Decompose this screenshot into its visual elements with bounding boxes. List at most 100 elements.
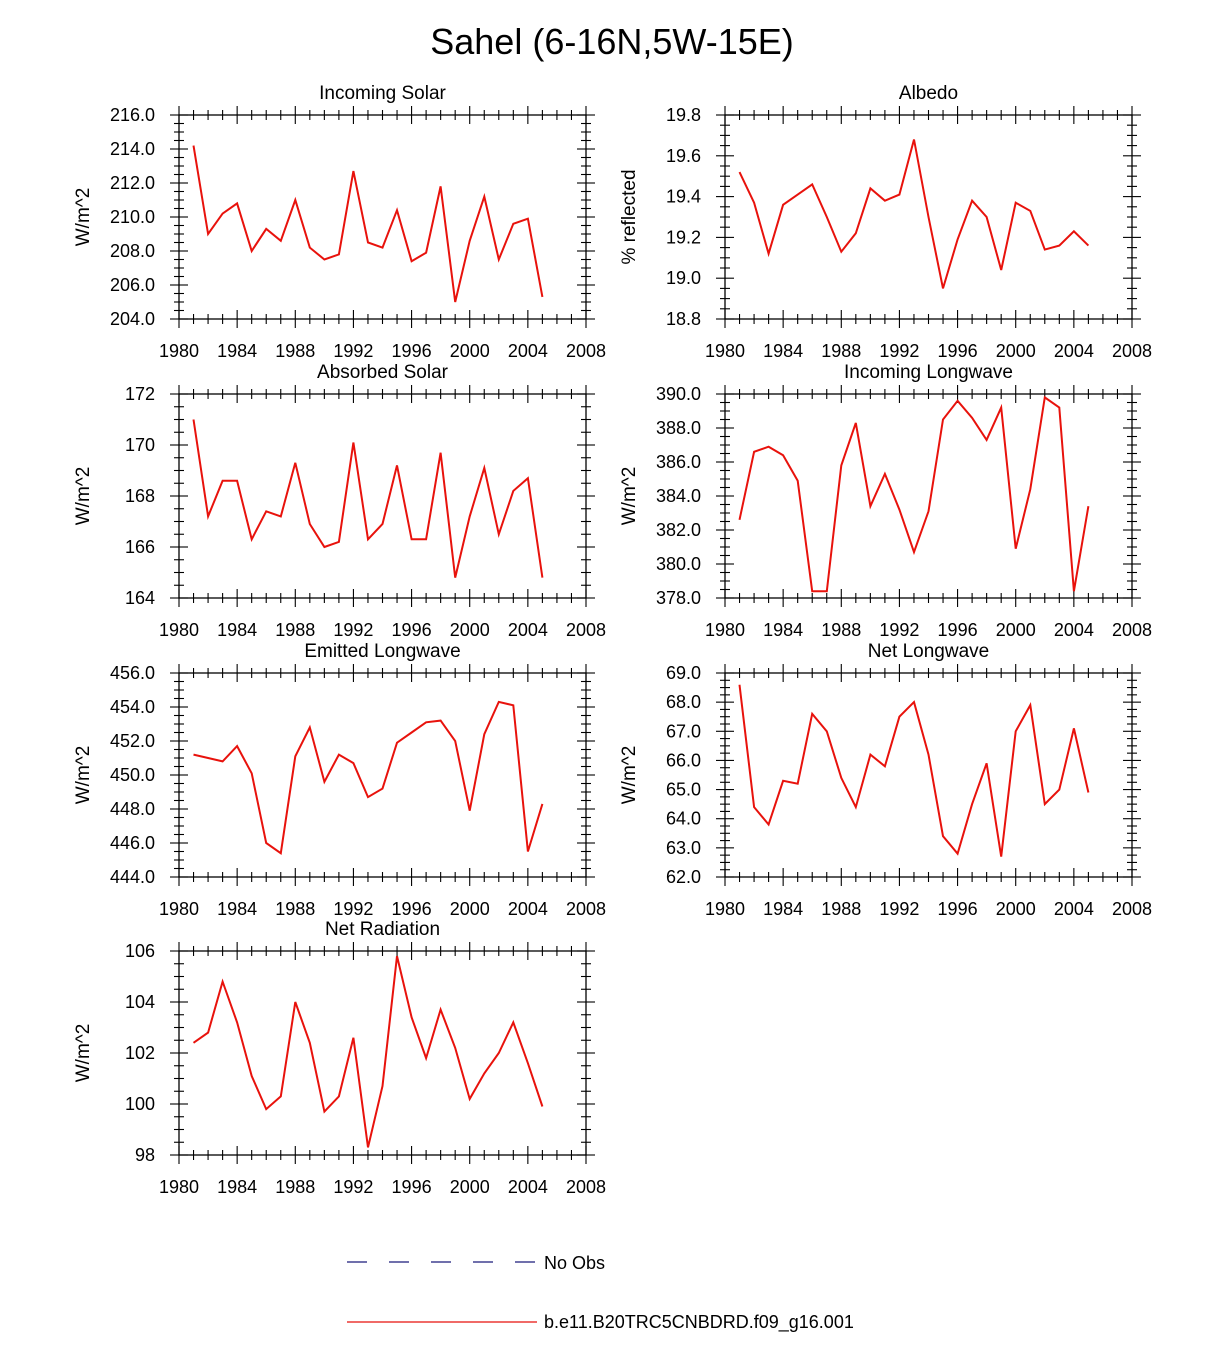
x-tick-label: 2000	[996, 341, 1036, 361]
y-tick-label: 206.0	[110, 275, 155, 295]
axis-ticks-net-longwave	[716, 664, 1141, 886]
y-axis-label-net-longwave: W/m^2	[619, 746, 640, 805]
panel-title-net-radiation: Net Radiation	[325, 919, 440, 940]
x-tick-label: 1988	[821, 341, 861, 361]
axis-ticks-emitted-longwave	[170, 664, 595, 886]
x-tick-label: 1992	[333, 899, 373, 919]
y-tick-label: 168	[125, 486, 155, 506]
x-tick-label: 1980	[159, 899, 199, 919]
axis-ticks-incoming-longwave	[716, 385, 1141, 607]
y-tick-label: 204.0	[110, 309, 155, 329]
y-tick-label: 378.0	[656, 588, 701, 608]
y-axis-label-albedo: % reflected	[619, 169, 640, 264]
x-tick-label: 2004	[1054, 620, 1094, 640]
x-tick-label: 1980	[159, 341, 199, 361]
x-tick-label: 2008	[566, 1177, 606, 1197]
y-tick-label: 66.0	[666, 750, 701, 770]
y-tick-label: 456.0	[110, 663, 155, 683]
y-tick-label: 446.0	[110, 833, 155, 853]
x-tick-label: 1992	[879, 899, 919, 919]
x-tick-label: 1992	[879, 341, 919, 361]
y-tick-label: 450.0	[110, 765, 155, 785]
x-tick-label: 1992	[333, 620, 373, 640]
plot-frame-emitted-longwave	[178, 672, 587, 878]
y-tick-label: 19.4	[666, 187, 701, 207]
y-tick-label: 448.0	[110, 799, 155, 819]
x-tick-label: 2008	[566, 620, 606, 640]
x-tick-label: 1996	[938, 341, 978, 361]
x-tick-label: 1988	[821, 899, 861, 919]
legend-label-no-obs: No Obs	[544, 1253, 605, 1273]
plot-frame-net-longwave	[724, 672, 1133, 878]
series-line-net-radiation-0	[192, 955, 544, 1148]
panel-title-albedo: Albedo	[899, 83, 958, 104]
axis-ticks-absorbed-solar	[170, 385, 595, 607]
series-line-emitted-longwave-0	[193, 700, 544, 855]
y-tick-label: 214.0	[110, 139, 155, 159]
x-tick-label: 2008	[566, 899, 606, 919]
y-tick-label: 388.0	[656, 418, 701, 438]
axis-ticks-incoming-solar	[170, 106, 595, 328]
y-tick-label: 106	[125, 941, 155, 961]
x-tick-label: 2004	[1054, 341, 1094, 361]
x-tick-label: 1984	[763, 341, 803, 361]
x-tick-label: 1992	[333, 1177, 373, 1197]
panel-absorbed-solar: 1980 1984 1988 1992 1996 2000 2004 2008 164 166 16…	[73, 362, 606, 640]
panel-albedo: 1980 1984 1988 1992 1996 2000 2004 2008 18.8 19.0…	[619, 83, 1152, 361]
x-tick-label: 2008	[1112, 899, 1152, 919]
x-tick-label: 1996	[938, 620, 978, 640]
x-tick-label: 1988	[821, 620, 861, 640]
x-tick-label: 1984	[217, 899, 257, 919]
x-tick-label: 2004	[508, 341, 548, 361]
x-tick-label: 1992	[879, 620, 919, 640]
x-tick-label: 1996	[392, 620, 432, 640]
y-tick-label: 216.0	[110, 105, 155, 125]
y-tick-label: 68.0	[666, 692, 701, 712]
y-axis-label-net-radiation: W/m^2	[73, 1024, 94, 1083]
x-tick-label: 1980	[159, 620, 199, 640]
y-tick-label: 100	[125, 1094, 155, 1114]
y-tick-label: 19.8	[666, 105, 701, 125]
chart-panels: 1980 1984 1988 1992 1996 2000 2004 2008 204.0 206…	[73, 83, 1152, 1197]
series-line-net-longwave-0	[738, 684, 1090, 857]
x-tick-label: 2008	[1112, 620, 1152, 640]
x-tick-label: 1996	[392, 341, 432, 361]
y-tick-label: 386.0	[656, 452, 701, 472]
x-tick-label: 1996	[392, 1177, 432, 1197]
y-tick-label: 102	[125, 1043, 155, 1063]
x-tick-label: 2000	[996, 620, 1036, 640]
x-tick-label: 1980	[159, 1177, 199, 1197]
y-tick-label: 170	[125, 435, 155, 455]
y-tick-label: 164	[125, 588, 155, 608]
y-axis-label-absorbed-solar: W/m^2	[73, 467, 94, 526]
x-tick-label: 1984	[217, 1177, 257, 1197]
x-tick-label: 2004	[508, 620, 548, 640]
panel-title-net-longwave: Net Longwave	[868, 641, 989, 662]
x-tick-label: 1988	[275, 899, 315, 919]
x-tick-label: 1988	[275, 1177, 315, 1197]
y-tick-label: 19.2	[666, 227, 701, 247]
legend-label-model: b.e11.B20TRC5CNBDRD.f09_g16.001	[544, 1312, 854, 1333]
y-tick-label: 18.8	[666, 309, 701, 329]
series-line-incoming-solar-0	[192, 145, 544, 303]
y-tick-label: 452.0	[110, 731, 155, 751]
x-tick-label: 2004	[508, 1177, 548, 1197]
x-tick-label: 1992	[333, 341, 373, 361]
y-tick-label: 212.0	[110, 173, 155, 193]
y-tick-label: 63.0	[666, 838, 701, 858]
y-tick-label: 104	[125, 992, 155, 1012]
y-tick-label: 382.0	[656, 520, 701, 540]
y-tick-label: 380.0	[656, 554, 701, 574]
plot-frame-incoming-longwave	[724, 393, 1133, 599]
x-tick-label: 1984	[217, 341, 257, 361]
panel-title-absorbed-solar: Absorbed Solar	[317, 362, 449, 383]
y-tick-label: 69.0	[666, 663, 701, 683]
series-line-albedo-0	[738, 139, 1090, 289]
y-tick-label: 64.0	[666, 809, 701, 829]
x-tick-label: 1996	[938, 899, 978, 919]
y-tick-label: 67.0	[666, 721, 701, 741]
axis-ticks-net-radiation	[170, 942, 595, 1164]
plot-frame-incoming-solar	[178, 114, 587, 320]
panel-title-incoming-longwave: Incoming Longwave	[844, 362, 1013, 383]
